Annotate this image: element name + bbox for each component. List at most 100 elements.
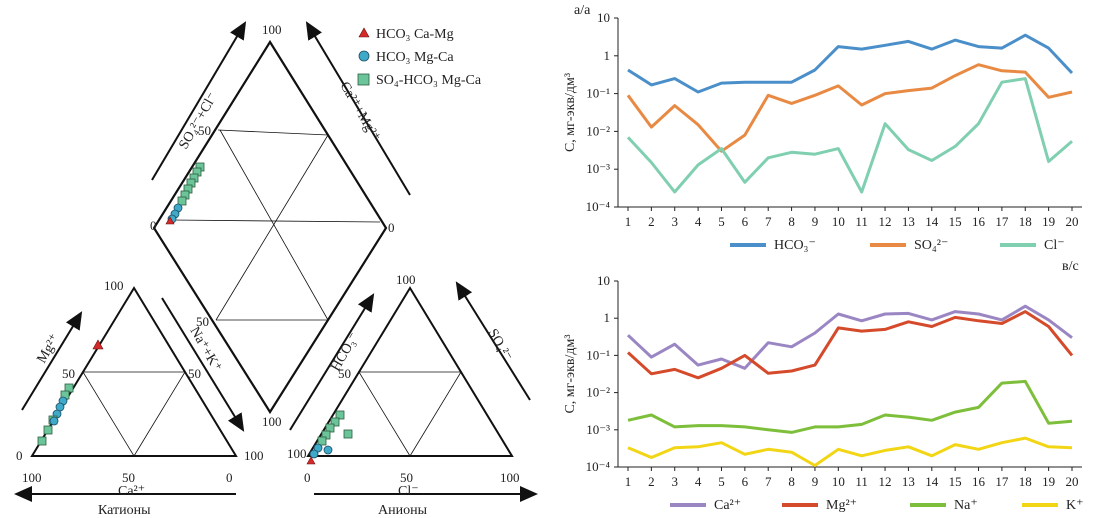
x-tick-label: 10 — [832, 214, 845, 229]
series-line-0 — [626, 304, 1073, 370]
diamond-left-arrow — [151, 21, 247, 181]
x-tick-label: 8 — [788, 474, 795, 489]
series-line-1 — [626, 63, 1073, 153]
legend-item-3: SO₄-HCO₃ Mg-Ca — [376, 73, 482, 88]
cation-tick-apex: 100 — [104, 278, 124, 293]
diamond-right-arrow — [305, 21, 411, 196]
y-axis-label: C, мг-экв/дм³ — [563, 334, 578, 413]
x-tick-label: 4 — [695, 474, 702, 489]
cation-points — [37, 339, 104, 446]
y-tick-label: 10⁻² — [586, 385, 610, 400]
cation-caption: Катионы — [98, 503, 151, 518]
legend-label: Na⁺ — [954, 498, 978, 513]
series-line-1 — [626, 310, 1074, 380]
cation-tick-bottom-left: 100 — [22, 470, 42, 485]
anion-tick-bottom-left: 0 — [304, 470, 311, 485]
x-tick-label: 5 — [718, 214, 725, 229]
diamond-tick-right: 0 — [388, 220, 395, 235]
y-tick-label: 10 — [597, 273, 610, 288]
y-axis-label: C, мг-экв/дм³ — [563, 73, 578, 152]
cation-point-square — [37, 436, 47, 446]
anion-tick-left-mid: 50 — [338, 366, 351, 381]
x-tick-label: 9 — [812, 474, 819, 489]
x-tick-label: 3 — [671, 474, 678, 489]
y-tick-label: 1 — [604, 310, 611, 325]
y-tick-label: 10⁻¹ — [586, 86, 610, 101]
cation-bottom-axis-label: Ca²⁺ — [118, 484, 145, 499]
anion-point-circle — [309, 449, 319, 459]
x-tick-label: 1 — [625, 474, 632, 489]
y-tick-label: 10⁻¹ — [586, 347, 610, 362]
piper-legend: HCO₃ Ca-Mg HCO₃ Mg-Ca SO₄-HCO₃ Mg-Ca — [357, 27, 482, 88]
cation-tick-bottom-mid: 50 — [122, 470, 135, 485]
x-tick-label: 7 — [765, 214, 772, 229]
x-tick-label: 2 — [648, 474, 655, 489]
x-tick-label: 16 — [972, 214, 986, 229]
cation-tick-right-base: 100 — [244, 448, 264, 463]
x-tick-label: 10 — [832, 474, 845, 489]
x-tick-label: 12 — [879, 214, 892, 229]
cation-tick-left-base: 0 — [16, 448, 23, 463]
x-tick-label: 15 — [949, 474, 962, 489]
x-tick-label: 13 — [902, 474, 915, 489]
diamond-tick-bottom: 100 — [262, 414, 282, 429]
anion-point-triangle — [306, 456, 316, 465]
panel-label: a/a — [574, 3, 591, 18]
y-tick-label: 10⁻⁴ — [586, 459, 611, 474]
x-tick-label: 6 — [742, 214, 749, 229]
x-tick-label: 12 — [879, 474, 892, 489]
y-tick-label: 10⁻³ — [586, 422, 610, 437]
x-tick-label: 18 — [1019, 214, 1032, 229]
anion-right-arrow — [455, 281, 531, 401]
legend-label: K⁺ — [1066, 498, 1084, 513]
x-tick-label: 6 — [742, 474, 749, 489]
cation-right-arrow — [161, 297, 245, 432]
series-line-2 — [627, 379, 1073, 434]
x-tick-label: 14 — [925, 214, 939, 229]
legend-label: HCO₃⁻ — [774, 238, 816, 253]
anion-points — [306, 410, 353, 465]
x-tick-label: 19 — [1042, 214, 1055, 229]
x-tick-label: 11 — [855, 214, 868, 229]
cation-tick-left-mid: 50 — [62, 366, 75, 381]
cation-triangle — [30, 286, 238, 457]
x-tick-label: 17 — [995, 214, 1009, 229]
y-tick-label: 10 — [597, 10, 610, 25]
x-tick-label: 20 — [1066, 474, 1079, 489]
anion-tick-bottom-right: 100 — [500, 470, 520, 485]
x-tick-label: 2 — [648, 214, 655, 229]
anion-bottom-axis-label: Cl⁻ — [398, 484, 419, 499]
cation-point-square — [43, 425, 53, 435]
anion-point-square — [330, 417, 340, 427]
x-tick-label: 17 — [995, 474, 1009, 489]
x-tick-label: 19 — [1042, 474, 1055, 489]
anion-point-square — [343, 429, 353, 439]
cation-tick-bottom-right: 0 — [226, 470, 233, 485]
series-line-2 — [626, 77, 1073, 194]
legend-label: Cl⁻ — [1044, 238, 1065, 253]
diamond-tick-lower-right: 50 — [196, 314, 209, 329]
anion-point-square — [317, 436, 327, 446]
x-tick-label: 11 — [855, 474, 868, 489]
x-tick-label: 8 — [788, 214, 795, 229]
x-tick-label: 20 — [1066, 214, 1079, 229]
legend-item-1: HCO₃ Ca-Mg — [376, 27, 454, 42]
series-line-3 — [627, 436, 1073, 467]
x-tick-label: 5 — [718, 474, 725, 489]
legend-circle-icon — [358, 50, 370, 62]
x-tick-label: 3 — [671, 214, 678, 229]
x-tick-label: 18 — [1019, 474, 1032, 489]
anion-tick-apex: 100 — [396, 272, 416, 287]
diamond-tick-top: 100 — [262, 22, 282, 37]
series-line-0 — [627, 33, 1074, 94]
x-tick-label: 13 — [902, 214, 915, 229]
cation-point-triangle — [92, 339, 104, 350]
x-tick-label: 15 — [949, 214, 962, 229]
anion-caption: Анионы — [378, 503, 428, 518]
x-tick-label: 9 — [812, 214, 819, 229]
anion-right-axis-label: SO₄²⁻ — [485, 327, 515, 364]
legend-label: Mg²⁺ — [826, 498, 857, 513]
diamond-plot — [152, 39, 388, 415]
x-tick-label: 4 — [695, 214, 702, 229]
cation-tick-right-mid: 50 — [188, 366, 201, 381]
